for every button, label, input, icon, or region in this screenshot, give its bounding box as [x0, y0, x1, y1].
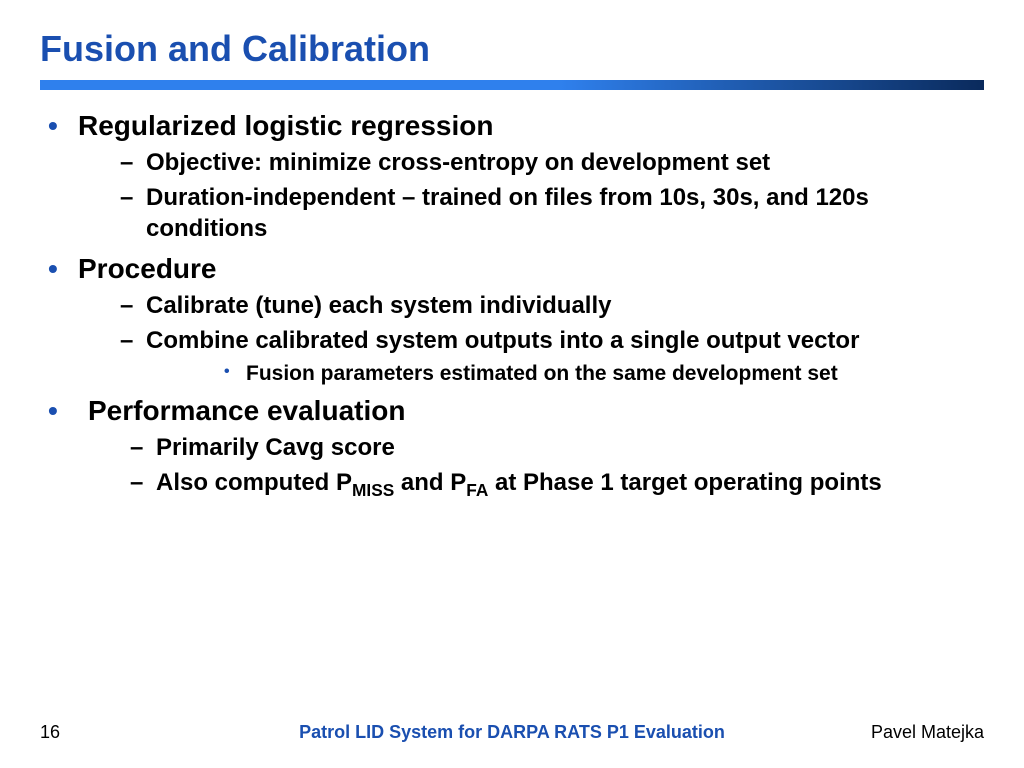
- bullet-level3: Fusion parameters estimated on the same …: [146, 360, 984, 387]
- bullet-text: Fusion parameters estimated on the same …: [246, 362, 838, 385]
- bullet-text: Also computed PMISS and PFA at Phase 1 t…: [156, 469, 882, 496]
- bullet-list-level2: Primarily Cavg score Also computed PMISS …: [88, 432, 984, 501]
- slide-content: Regularized logistic regression Objective…: [40, 108, 984, 502]
- slide-title: Fusion and Calibration: [40, 28, 984, 70]
- bullet-list-level3: Fusion parameters estimated on the same …: [146, 360, 984, 387]
- bullet-text: Procedure: [78, 253, 217, 284]
- bullet-level1: Regularized logistic regression Objective…: [40, 108, 984, 245]
- bullet-text: Primarily Cavg score: [156, 434, 395, 461]
- page-number: 16: [40, 722, 60, 743]
- footer-title: Patrol LID System for DARPA RATS P1 Eval…: [299, 722, 725, 743]
- bullet-level2: Combine calibrated system outputs into a…: [78, 325, 984, 387]
- bullet-level2: Calibrate (tune) each system individuall…: [78, 290, 984, 321]
- bullet-level2: Also computed PMISS and PFA at Phase 1 t…: [88, 467, 984, 501]
- bullet-text: Duration-independent – trained on files …: [146, 184, 869, 242]
- bullet-list-level2: Calibrate (tune) each system individuall…: [78, 290, 984, 388]
- bullet-level1: Performance evaluation Primarily Cavg sco…: [40, 393, 984, 501]
- bullet-text: Performance evaluation: [88, 395, 405, 426]
- slide: Fusion and Calibration Regularized logis…: [0, 0, 1024, 768]
- footer: 16 Patrol LID System for DARPA RATS P1 E…: [0, 718, 1024, 746]
- bullet-level2: Primarily Cavg score: [88, 432, 984, 463]
- bullet-text: Combine calibrated system outputs into a…: [146, 327, 859, 354]
- bullet-level2: Objective: minimize cross-entropy on dev…: [78, 147, 984, 178]
- bullet-list-level2: Objective: minimize cross-entropy on dev…: [78, 147, 984, 245]
- footer-author: Pavel Matejka: [871, 722, 984, 743]
- bullet-level1: Procedure Calibrate (tune) each system in…: [40, 251, 984, 388]
- bullet-list: Regularized logistic regression Objective…: [40, 108, 984, 502]
- title-rule: [40, 80, 984, 90]
- bullet-text: Calibrate (tune) each system individuall…: [146, 292, 611, 319]
- bullet-text: Regularized logistic regression: [78, 110, 493, 141]
- bullet-text: Objective: minimize cross-entropy on dev…: [146, 149, 770, 176]
- bullet-level2: Duration-independent – trained on files …: [78, 182, 984, 244]
